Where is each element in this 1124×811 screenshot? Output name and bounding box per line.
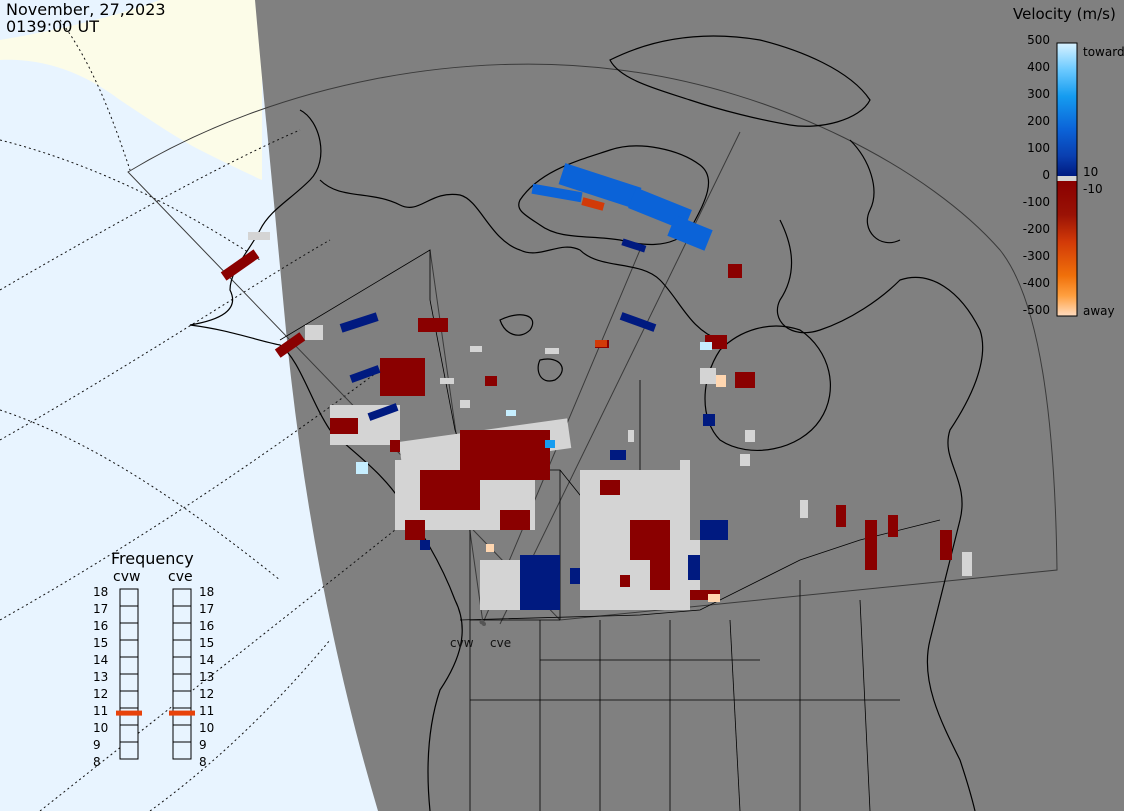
colorbar-tick: -400 (1022, 276, 1050, 290)
colorbar-tick: 500 (1027, 33, 1050, 47)
freq-scale-right: 11 (199, 704, 215, 718)
freq-scale-right: 8 (199, 755, 207, 769)
frequency-title: Frequency (111, 549, 194, 568)
cve-frequency-indicator (169, 710, 195, 716)
freq-scale-right: 9 (199, 738, 207, 752)
away-echoes (220, 249, 952, 600)
radar-label-cvw: cvw (113, 569, 141, 585)
radar-label-cve: cve (168, 569, 193, 585)
colorbar-tick: -200 (1022, 222, 1050, 236)
radar-sites (479, 619, 486, 626)
freq-scale-left: 10 (93, 721, 109, 735)
freq-scale-left: 18 (93, 585, 109, 599)
site-label-cve: cve (490, 636, 512, 650)
colorbar-tick: 300 (1027, 87, 1050, 101)
colorbar-neg10-label: -10 (1083, 182, 1103, 196)
velocity-colorbar (1056, 42, 1078, 317)
colorbar-tick: -500 (1022, 303, 1050, 317)
colorbar-pos10-label: 10 (1083, 165, 1099, 179)
freq-scale-left: 14 (93, 653, 109, 667)
freq-scale-right: 16 (199, 619, 215, 633)
freq-scale-right: 15 (199, 636, 215, 650)
frequency-panel (116, 588, 195, 760)
colorbar-tick: 0 (1042, 168, 1050, 182)
freq-scale-left: 15 (93, 636, 109, 650)
freq-scale-right: 12 (199, 687, 215, 701)
freq-scale-right: 17 (199, 602, 215, 616)
toward-echoes-dark (339, 238, 728, 610)
toward-echoes-bright (545, 440, 555, 448)
toward-echoes-medium (531, 163, 713, 251)
freq-scale-left: 17 (93, 602, 109, 616)
time-label: 0139:00 UT (6, 17, 100, 36)
colorbar-tick: -100 (1022, 195, 1050, 209)
freq-scale-left: 8 (93, 755, 101, 769)
freq-scale-left: 13 (93, 670, 109, 684)
freq-scale-left: 12 (93, 687, 109, 701)
away-echoes-strong (581, 197, 607, 347)
colorbar-tick: 400 (1027, 60, 1050, 74)
cvw-frequency-indicator (116, 710, 142, 716)
colorbar-title: Velocity (m/s) (1013, 5, 1116, 23)
freq-scale-left: 9 (93, 738, 101, 752)
colorbar-tick: 200 (1027, 114, 1050, 128)
colorbar-tick: -300 (1022, 249, 1050, 263)
freq-scale-right: 13 (199, 670, 215, 684)
freq-scale-right: 10 (199, 721, 215, 735)
site-label-cvw: cvw (450, 636, 474, 650)
freq-scale-left: 16 (93, 619, 109, 633)
date-label: November, 27,2023 (6, 0, 166, 19)
colorbar-toward-label: toward (1083, 45, 1124, 59)
freq-scale-right: 14 (199, 653, 215, 667)
toward-echoes-light (356, 342, 712, 474)
colorbar-tick: 100 (1027, 141, 1050, 155)
freq-scale-right: 18 (199, 585, 215, 599)
colorbar-away-label: away (1083, 304, 1115, 318)
freq-scale-left: 11 (93, 704, 109, 718)
sunlit-land (0, 0, 262, 180)
away-echoes-faint (486, 375, 726, 602)
